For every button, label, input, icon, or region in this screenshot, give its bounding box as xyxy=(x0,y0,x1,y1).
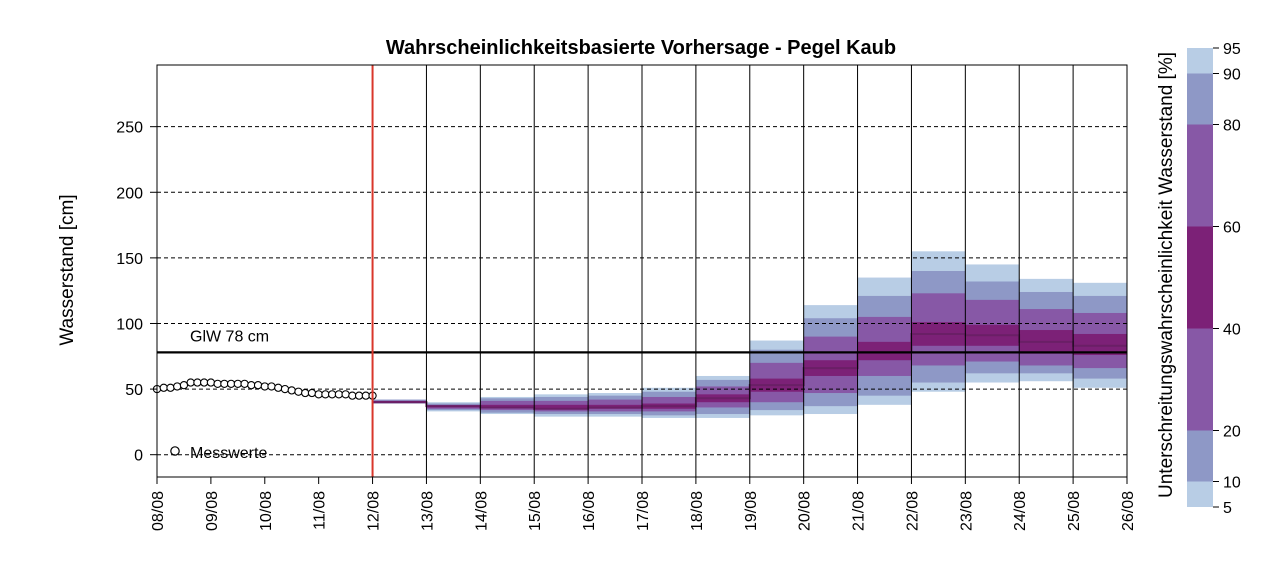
measured-point xyxy=(361,391,370,400)
colorbar-segment xyxy=(1187,226,1213,329)
colorbar-segment xyxy=(1187,48,1213,74)
measured-point xyxy=(280,384,290,394)
colorbar: 5 10 20 40 60 80 90 95 xyxy=(1187,41,1241,517)
measured-point xyxy=(321,390,330,399)
x-tick-label: 19/08 xyxy=(743,491,760,531)
legend-marker xyxy=(170,446,180,456)
measured-point xyxy=(220,379,229,388)
measured-point xyxy=(173,382,182,391)
colorbar-tick-label: 10 xyxy=(1223,475,1241,492)
measured-point xyxy=(294,387,303,396)
x-tick-label: 17/08 xyxy=(635,491,652,531)
measured-point xyxy=(354,391,364,400)
colorbar-segment xyxy=(1187,430,1213,482)
y-tick-label: 200 xyxy=(116,185,143,202)
colorbar-tick-label: 5 xyxy=(1223,500,1232,517)
legend-label: Messwerte xyxy=(190,445,267,462)
measured-point xyxy=(233,379,242,388)
x-tick-label: 18/08 xyxy=(689,491,706,531)
x-tick-label: 10/08 xyxy=(258,491,275,531)
forecast-band-rect xyxy=(534,404,589,409)
colorbar-tick-label: 40 xyxy=(1223,322,1241,339)
colorbar-tick-label: 20 xyxy=(1223,424,1241,441)
x-tick-label: 09/08 xyxy=(204,491,221,531)
colorbar-tick-label: 60 xyxy=(1223,220,1241,237)
measured-point xyxy=(314,390,323,399)
forecast-band-rect xyxy=(1073,333,1127,355)
colorbar-segment xyxy=(1187,481,1213,507)
x-tick-label: 15/08 xyxy=(527,491,544,531)
legend: Messwerte xyxy=(170,445,267,462)
y-tick-label: 50 xyxy=(125,382,143,399)
colorbar-segment xyxy=(1187,124,1213,227)
measured-point xyxy=(159,383,168,392)
measured-point xyxy=(166,383,175,392)
x-tick-label: 08/08 xyxy=(150,491,167,531)
colorbar-tick-label: 95 xyxy=(1223,41,1241,58)
x-tick-label: 26/08 xyxy=(1120,491,1137,531)
measured-point xyxy=(307,388,317,398)
colorbar-segment xyxy=(1187,73,1213,125)
x-tick-label: 13/08 xyxy=(419,491,436,531)
colorbar-segment xyxy=(1187,328,1213,431)
vertical-gridlines xyxy=(425,65,1074,477)
measured-point xyxy=(301,388,310,398)
measured-point xyxy=(213,379,222,388)
y-axis-label: Wasserstand [cm] xyxy=(57,194,78,345)
measured-point xyxy=(226,379,236,388)
x-tick-label: 11/08 xyxy=(312,491,329,530)
measured-point xyxy=(240,379,249,388)
colorbar-tick-label: 80 xyxy=(1223,118,1241,135)
forecast-bands xyxy=(372,251,1127,418)
x-tick-label: 25/08 xyxy=(1066,491,1083,531)
measured-point xyxy=(253,381,263,390)
measured-point xyxy=(348,391,357,400)
y-tick-label: 250 xyxy=(116,120,143,137)
measured-point xyxy=(334,390,344,399)
x-tick-label: 14/08 xyxy=(473,491,490,531)
forecast-band-rect xyxy=(480,404,535,408)
measured-point xyxy=(260,382,269,391)
colorbar-label: Unterschreitungswahrscheinlichkeit Wasse… xyxy=(1156,52,1177,498)
x-tick-label: 21/08 xyxy=(851,491,868,531)
forecast-band-rect xyxy=(857,341,912,361)
chart-title: Wahrscheinlichkeitsbasierte Vorhersage -… xyxy=(386,37,896,59)
measured-point xyxy=(206,378,216,387)
x-tick-label: 12/08 xyxy=(366,491,383,531)
y-tick-label: 0 xyxy=(134,448,143,465)
x-axis: 08/08 09/08 10/08 11/08 12/08 13/08 14/08 15/08… xyxy=(150,477,1137,531)
measured-point xyxy=(341,390,350,399)
measured-point xyxy=(186,378,195,387)
colorbar-tick-label: 90 xyxy=(1223,67,1241,84)
x-tick-label: 23/08 xyxy=(958,491,975,531)
measured-point xyxy=(193,378,202,387)
measured-point xyxy=(287,386,296,395)
y-tick-label: 100 xyxy=(116,316,143,333)
x-tick-label: 22/08 xyxy=(904,491,921,531)
measured-point xyxy=(274,383,283,392)
measured-point xyxy=(267,382,276,391)
reference-line-label: GlW 78 cm xyxy=(190,328,269,345)
measured-point xyxy=(247,381,256,390)
measured-point xyxy=(327,390,337,399)
x-tick-label: 20/08 xyxy=(797,491,814,531)
x-tick-label: 24/08 xyxy=(1012,491,1029,531)
measured-point xyxy=(179,381,189,390)
y-axis: 0 50 100 150 200 250 xyxy=(116,120,157,465)
y-tick-label: 150 xyxy=(116,251,143,268)
reference-line-group: GlW 78 cm xyxy=(157,328,1127,354)
x-tick-label: 16/08 xyxy=(581,491,598,531)
measured-point xyxy=(200,378,209,387)
measured-points xyxy=(152,378,377,400)
